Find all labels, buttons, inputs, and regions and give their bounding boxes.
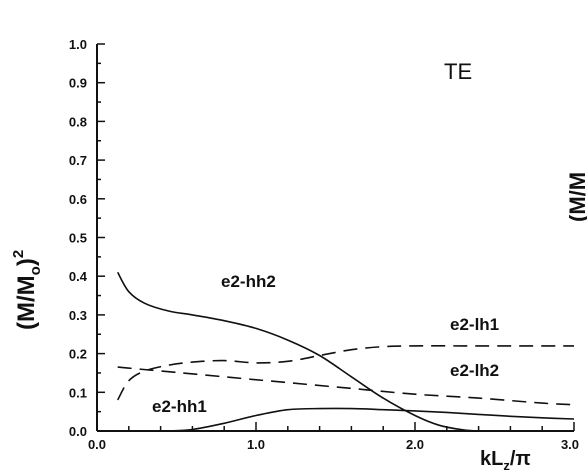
- y-axis-label-sub: o: [27, 266, 44, 275]
- y-axis-label-sup: 2: [10, 250, 27, 258]
- y-tick-label: 0.0: [69, 424, 87, 439]
- y-tick-label: 1.0: [69, 37, 87, 52]
- series-line-e2-lh2: [117, 366, 575, 406]
- series-line-e2-hh1: [168, 407, 575, 432]
- x-tick-label: 2.0: [406, 437, 424, 452]
- x-tick-group: 0.0 1.0 2.0 3.0: [88, 422, 579, 452]
- x-axis-label: kLz/π: [480, 448, 531, 470]
- series-label-e2-hh2: e2-hh2: [221, 272, 276, 291]
- y-axis-label: (M/Mo)2: [10, 250, 44, 330]
- y-tick-label: 0.3: [69, 308, 87, 323]
- y-tick-label: 0.1: [69, 385, 87, 400]
- y-tick-label: 0.9: [69, 76, 87, 91]
- y-tick-label: 0.8: [69, 114, 87, 129]
- x-axis-label-rest: /π: [510, 448, 531, 470]
- series-line-e2-lh1: [116, 345, 574, 401]
- right-edge-partial-label: (M/M: [565, 172, 587, 222]
- y-tick-group: 0.0 0.1 0.2 0.3 0.4 0.5 0.6 0.7 0.8 0.9 1.0: [69, 37, 105, 439]
- y-axis-label-base: (M/M: [13, 275, 40, 330]
- series-label-e2-lh1: e2-lh1: [450, 315, 499, 334]
- x-tick-label: 0.0: [88, 437, 106, 452]
- x-axis-label-sub: z: [503, 458, 510, 470]
- x-tick-label: 1.0: [247, 437, 265, 452]
- y-tick-label: 0.7: [69, 153, 87, 168]
- series-label-e2-lh2: e2-lh2: [450, 361, 499, 380]
- x-tick-label: 3.0: [561, 437, 579, 452]
- curve-group: [116, 271, 575, 432]
- y-tick-label: 0.5: [69, 231, 87, 246]
- y-tick-label: 0.4: [69, 269, 88, 284]
- series-label-e2-hh1: e2-hh1: [152, 397, 207, 416]
- series-line-e2-hh2: [116, 271, 479, 432]
- x-axis-label-base: kL: [480, 448, 503, 470]
- y-tick-label: 0.2: [69, 347, 87, 362]
- y-axis-label-close: ): [13, 258, 40, 266]
- mode-label: TE: [444, 59, 472, 84]
- y-tick-label: 0.6: [69, 192, 87, 207]
